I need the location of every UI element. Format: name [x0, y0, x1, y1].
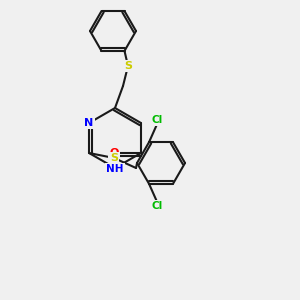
Text: S: S	[124, 61, 132, 71]
Text: Cl: Cl	[152, 201, 163, 211]
Text: S: S	[110, 153, 118, 163]
Text: Cl: Cl	[152, 115, 163, 125]
Text: O: O	[109, 148, 119, 158]
Text: N: N	[84, 118, 94, 128]
Text: NH: NH	[106, 164, 124, 174]
